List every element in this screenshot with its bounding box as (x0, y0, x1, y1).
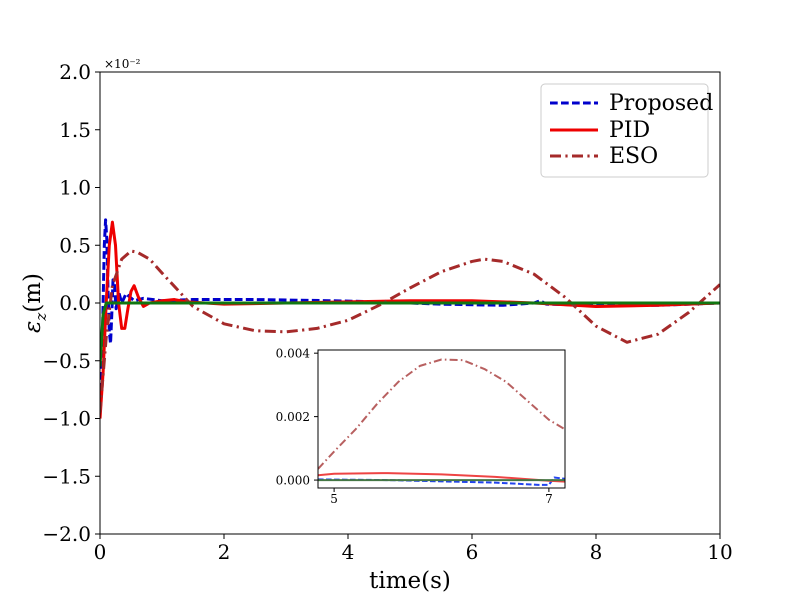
legend: Proposed PID ESO (540, 83, 713, 178)
main-y-tick-label: 1.0 (59, 176, 91, 200)
main-y-tick-label: 0.5 (59, 233, 91, 257)
y-scale-label: ×10⁻² (104, 57, 141, 71)
main-y-tick-label: 1.5 (59, 118, 91, 142)
inset-y-tick-label: 0.000 (276, 473, 310, 487)
main-y-tick-label: 2.0 (59, 60, 91, 84)
x-axis-label: time(s) (369, 568, 451, 594)
main-series-pid (100, 220, 720, 419)
main-y-tick-label: −2.0 (42, 522, 91, 546)
main-x-tick-label: 0 (94, 540, 107, 564)
main-x-tick-label: 2 (218, 540, 231, 564)
main-series-baseline-3 (100, 301, 720, 367)
inset-plot-area (318, 350, 565, 488)
legend-label-eso: ESO (609, 144, 658, 169)
main-series-eso (100, 249, 720, 413)
y-axis-label: εz(m) (20, 273, 50, 333)
main-y-tick-label: −0.5 (42, 349, 91, 373)
inset-series-eso (318, 358, 565, 470)
main-y-tick-label: 0.0 (59, 291, 91, 315)
y-axis-label-subscript: z (32, 313, 50, 322)
main-series-group (100, 218, 720, 419)
main-x-tick-label: 10 (707, 540, 732, 564)
inset-x-tick-label: 5 (330, 492, 338, 506)
legend-box (540, 83, 709, 178)
main-x-tick-label: 4 (342, 540, 355, 564)
legend-label-pid: PID (609, 118, 650, 143)
inset-y-tick-label: 0.004 (276, 346, 311, 360)
legend-label-proposed: Proposed (609, 91, 713, 116)
main-x-tick-label: 6 (466, 540, 479, 564)
y-axis-label-symbol: ε (20, 321, 46, 333)
inset-plot: 5 7 0.000 0.002 0.004 (276, 346, 566, 506)
inset-series-group (318, 358, 565, 486)
y-axis-label-unit: (m) (20, 273, 46, 313)
main-y-tick-label: −1.5 (42, 464, 91, 488)
inset-frame (317, 349, 566, 489)
inset-x-tick-label: 7 (545, 492, 553, 506)
main-x-tick-label: 8 (590, 540, 603, 564)
main-y-tick-label: −1.0 (42, 407, 91, 431)
inset-y-tick-label: 0.002 (276, 410, 310, 424)
